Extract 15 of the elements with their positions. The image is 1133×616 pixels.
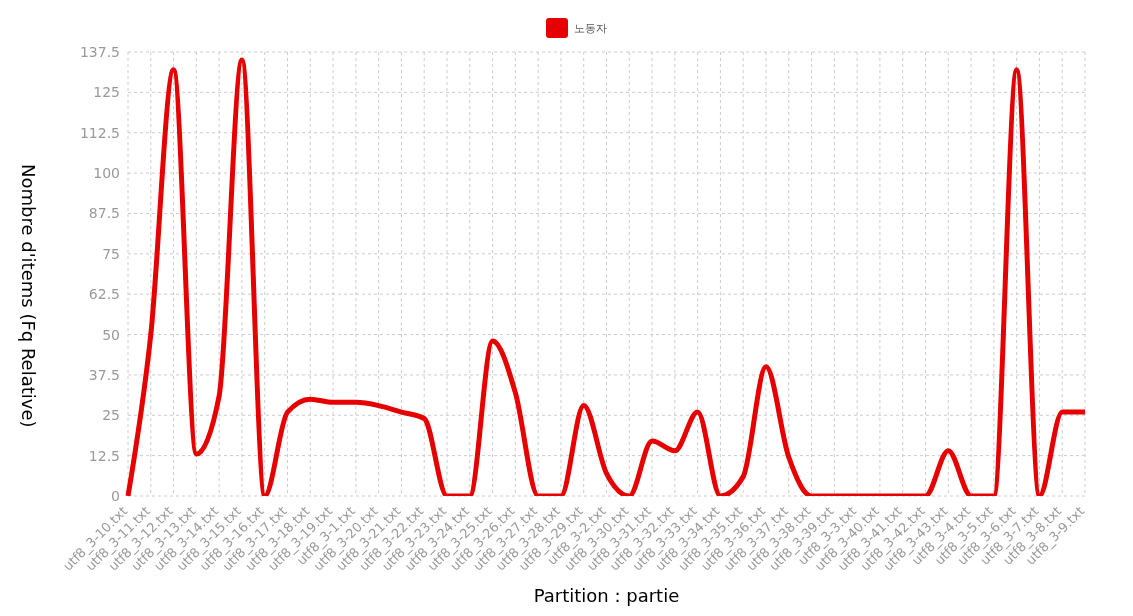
y-tick-label: 137.5 [79,43,120,60]
y-tick-label: 50 [102,326,120,343]
y-tick-label: 37.5 [88,366,120,383]
legend-label: 노동자 [573,20,607,37]
y-tick-label: 0 [111,487,120,504]
y-axis-title: Nombre d'items (Fq Relative) [17,164,39,428]
y-tick-label: 62.5 [88,286,120,303]
y-tick-label: 125 [93,84,120,101]
y-tick-label: 25 [102,407,120,424]
y-tick-label: 12.5 [88,447,120,464]
y-tick-label: 75 [102,245,120,262]
x-axis-title: Partition : partie [533,585,680,606]
y-tick-label: 100 [93,165,120,182]
y-tick-label: 87.5 [88,205,120,222]
y-tick-label: 112.5 [79,124,120,141]
